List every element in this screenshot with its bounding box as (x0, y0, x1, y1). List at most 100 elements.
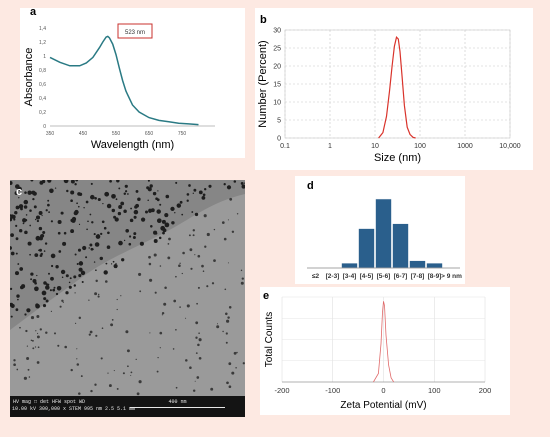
sem-particle (224, 288, 227, 291)
sem-particle (233, 351, 237, 355)
sem-particle (193, 188, 197, 192)
sem-particle (75, 178, 79, 182)
sem-particle (87, 220, 89, 223)
sem-particle (57, 231, 61, 235)
sem-particle (36, 219, 40, 223)
sem-particle (189, 248, 193, 252)
sem-particle (88, 333, 91, 336)
sem-particle (43, 297, 47, 301)
sem-particle (163, 302, 167, 306)
sem-particle (18, 204, 24, 209)
sem-particle (185, 317, 187, 319)
sem-particle (137, 197, 141, 201)
histogram-bar (426, 262, 443, 269)
sem-particle (175, 275, 177, 278)
sem-particle (164, 222, 170, 228)
sem-particle (59, 305, 62, 308)
sem-particle (110, 263, 113, 265)
y-tick-label: 5 (277, 118, 281, 125)
sem-particle (27, 190, 32, 195)
x-tick-label: 350 (46, 131, 55, 137)
x-tick-label: -200 (274, 386, 289, 395)
sem-particle (111, 208, 116, 213)
sem-micrograph (8, 178, 246, 396)
sem-particle (70, 190, 75, 195)
sem-particle (107, 372, 109, 374)
sem-particle (117, 211, 122, 216)
sem-particle (10, 251, 15, 256)
sem-particle (69, 277, 72, 280)
y-tick-label: 15 (273, 82, 281, 89)
sem-particle (114, 217, 119, 222)
sem-particle (21, 286, 25, 289)
x-tick-label: 0.1 (280, 143, 290, 150)
sem-particle (156, 370, 159, 373)
sem-particle (240, 281, 244, 285)
sem-particle (236, 351, 238, 354)
sem-particle (48, 272, 50, 275)
sem-particle (70, 368, 73, 372)
sem-particle (24, 191, 27, 194)
sem-particle (168, 237, 171, 241)
sem-particle (16, 294, 20, 298)
x-tick-label: 650 (145, 131, 154, 137)
x-axis-label: Wavelength (nm) (91, 139, 174, 151)
sem-particle (52, 288, 56, 292)
sem-particle (25, 329, 28, 333)
sem-particle (78, 392, 81, 395)
sem-particle (181, 213, 184, 216)
sem-particle (158, 236, 162, 240)
sem-particle (176, 203, 182, 208)
sem-particle (226, 319, 230, 323)
sem-particle (198, 356, 202, 360)
sem-particle (157, 356, 159, 359)
sem-particle (85, 256, 88, 259)
sem-particle (50, 220, 54, 223)
sem-particle (83, 207, 85, 209)
y-axis-label: Absorbance (23, 48, 35, 107)
sem-particle (148, 262, 152, 266)
sem-particle (10, 233, 14, 237)
sem-particle (103, 226, 107, 230)
sem-particle (102, 202, 104, 205)
sem-particle (157, 190, 159, 192)
sem-particle (240, 269, 243, 272)
x-tick-label: 10 (371, 143, 379, 150)
sem-particle (73, 275, 77, 279)
x-tick-label: 1000 (457, 143, 473, 150)
sem-particle (89, 330, 93, 334)
panel-b-size-distribution: 0 5 10 15 20 25 30 0.1 1 10 100 1000 10,000 Size (nm)… (255, 8, 533, 170)
sem-particle (104, 280, 108, 283)
sem-particle (19, 229, 23, 233)
sem-particle (194, 254, 196, 256)
sem-particle (99, 256, 104, 261)
sem-particle (17, 298, 19, 301)
sem-particle (76, 348, 78, 350)
sem-particle (53, 286, 56, 289)
category-label: [7-8] (411, 273, 425, 280)
sem-particle (23, 205, 28, 209)
sem-particle (196, 302, 198, 305)
y-axis-label: Total Counts (264, 312, 275, 368)
sem-particle (213, 259, 216, 262)
sem-particle (63, 178, 69, 184)
sem-particle (51, 264, 54, 268)
sem-particle (206, 285, 209, 288)
sem-particle (30, 272, 34, 276)
sem-particle (124, 184, 128, 188)
sem-particle (127, 365, 129, 368)
sem-particle (35, 215, 41, 220)
sem-particle (49, 188, 54, 194)
sem-particle (153, 230, 158, 235)
sem-particle (24, 313, 27, 316)
sem-particle (159, 347, 161, 349)
y-tick-label: 1 (43, 54, 46, 60)
sem-particle (231, 371, 235, 375)
sem-particle (228, 306, 232, 309)
histogram-bar (341, 262, 358, 269)
sem-particle (139, 241, 144, 246)
sem-particle (74, 209, 79, 215)
sem-particle (152, 191, 157, 196)
zeta-potential-chart: -200 -100 0 100 200 Zeta Potential (mV) Total … (264, 296, 491, 411)
sem-particle (181, 272, 183, 275)
